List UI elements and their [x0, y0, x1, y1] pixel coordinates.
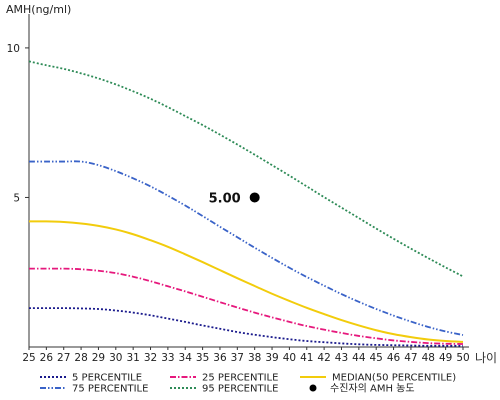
x-tick-label: 29	[92, 352, 105, 364]
x-tick-label: 35	[196, 352, 209, 364]
legend-label: 수진자의 AMH 농도	[330, 383, 415, 395]
x-tick-label: 42	[317, 352, 330, 364]
legend-label: 95 PERCENTILE	[202, 384, 278, 395]
series-layer	[28, 60, 464, 347]
x-axis-label: 나이	[475, 351, 497, 365]
patient-amh-label: 5.00	[209, 191, 241, 206]
x-tick-label: 31	[126, 352, 139, 364]
x-tick-label: 32	[144, 352, 157, 364]
x-tick-label: 50	[456, 352, 469, 364]
patient-amh-point	[249, 192, 260, 203]
x-tick-label: 34	[179, 352, 193, 364]
series-line-0	[28, 307, 463, 347]
series-line-4	[28, 60, 464, 278]
legend-label: MEDIAN(50 PERCENTILE)	[332, 373, 456, 384]
y-tick-label: 5	[13, 192, 20, 204]
x-tick-label: 44	[352, 352, 366, 364]
x-tick-label: 49	[439, 352, 452, 364]
x-tick-label: 38	[248, 352, 261, 364]
x-tick-label: 43	[335, 352, 348, 364]
legend-label: 5 PERCENTILE	[72, 373, 142, 384]
x-tick-label: 46	[387, 352, 401, 364]
legend-point-swatch	[309, 384, 317, 392]
x-tick-label: 25	[22, 352, 35, 364]
x-tick-label: 28	[74, 352, 87, 364]
y-axis-label: AMH(ng/ml)	[6, 3, 71, 16]
series-line-3	[28, 160, 464, 336]
x-tick-label: 40	[283, 352, 296, 364]
x-tick-label: 41	[300, 352, 313, 364]
series-line-2	[28, 220, 464, 343]
x-tick-label: 30	[109, 352, 122, 364]
x-tick-label: 26	[40, 352, 54, 364]
y-tick-label: 10	[7, 43, 20, 55]
x-tick-label: 37	[231, 352, 244, 364]
x-tick-label: 45	[370, 352, 383, 364]
x-tick-label: 27	[57, 352, 70, 364]
x-tick-label: 48	[422, 352, 435, 364]
x-tick-label: 33	[161, 352, 174, 364]
legend-label: 25 PERCENTILE	[202, 373, 278, 384]
axes: 5 10 AMH(ng/ml) 25 26 27 28 29 30 31 32 33 34 35 36 37 3…	[6, 3, 497, 365]
x-tick-label: 47	[404, 352, 417, 364]
x-tick-label: 39	[265, 352, 278, 364]
point-layer: 5.00	[209, 191, 260, 206]
legend-label: 75 PERCENTILE	[72, 384, 148, 395]
legend: 5 PERCENTILE 25 PERCENTILE MEDIAN(50 PERCE…	[40, 373, 456, 395]
series-line-1	[28, 267, 464, 345]
x-tick-label: 36	[213, 352, 227, 364]
